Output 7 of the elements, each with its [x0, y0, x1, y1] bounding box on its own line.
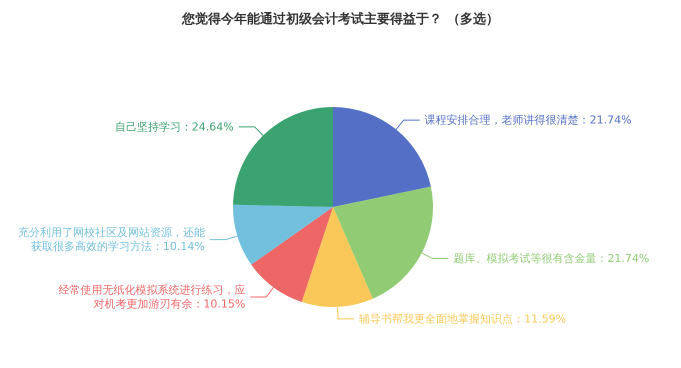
chart-title: 您觉得今年能通过初级会计考试主要得益于？ （多选）	[181, 11, 499, 27]
slice-label: 题库、模拟考试等很有含金量：21.74%	[453, 252, 650, 266]
slice-label: 自己坚持学习：24.64%	[114, 120, 234, 134]
slice-label: 充分利用了网校社区及网站资源，还能获取很多高效的学习方法：10.14%	[18, 226, 205, 254]
slice-label: 课程安排合理，老师讲得很清楚：21.74%	[424, 114, 632, 127]
slice-label: 辅导书帮我更全面地掌握知识点：11.59%	[359, 312, 566, 326]
slice-label: 经常使用无纸化模拟系统进行练习，应对机考更加游刃有余：10.15%	[58, 284, 246, 311]
